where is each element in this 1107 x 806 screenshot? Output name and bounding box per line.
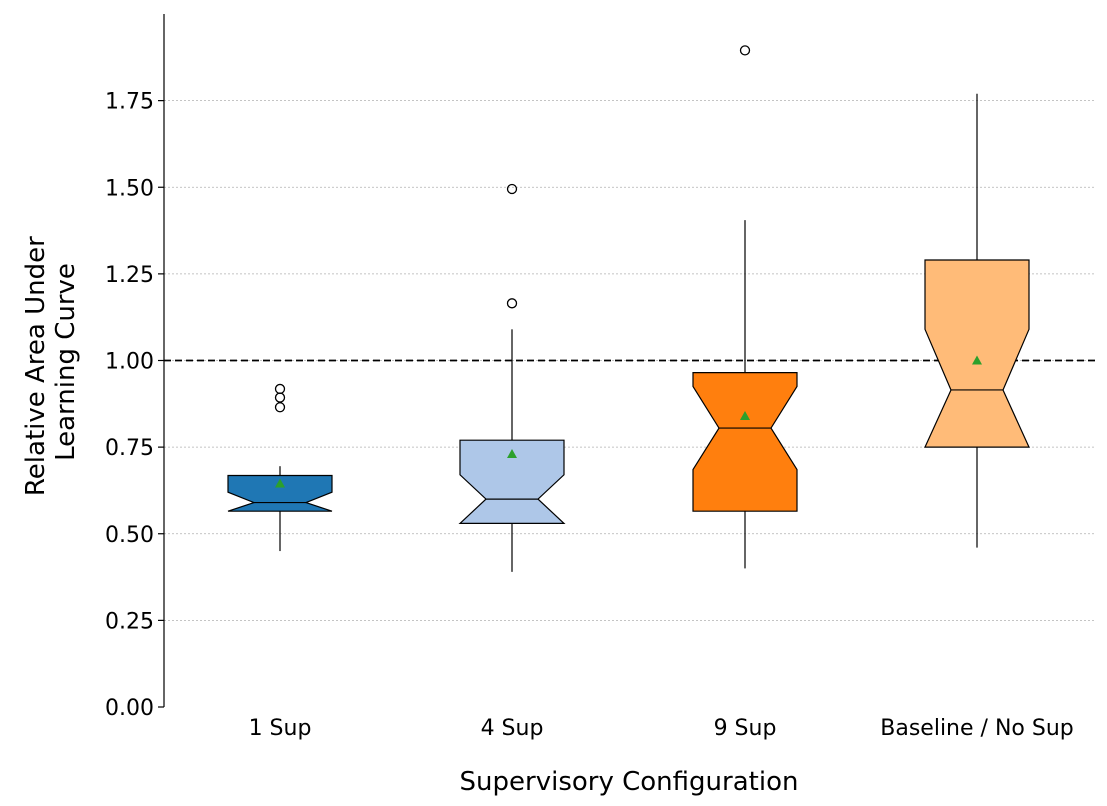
mean-marker	[740, 410, 750, 420]
y-tick-label: 1.00	[105, 350, 154, 375]
box-body	[692, 372, 798, 512]
box-2	[692, 45, 798, 569]
box-3	[924, 93, 1030, 548]
y-tick-label: 0.00	[105, 696, 154, 721]
y-axis-label-line-2: Learning Curve	[51, 263, 81, 461]
mean-marker	[507, 449, 517, 459]
box-body	[924, 259, 1030, 448]
y-tick-label: 0.25	[105, 609, 154, 634]
outlier-point	[274, 402, 286, 413]
y-tick-label: 1.25	[105, 263, 154, 288]
outlier-point	[506, 298, 518, 309]
mean-marker	[972, 355, 982, 365]
y-tick-label: 0.75	[105, 436, 154, 461]
x-tick-label: Baseline / No Sup	[880, 716, 1073, 741]
x-tick-label: 4 Sup	[481, 716, 544, 741]
outlier-point	[274, 392, 286, 403]
y-axis-label-line-1: Relative Area Under	[21, 236, 51, 496]
y-tick-label: 0.50	[105, 523, 154, 548]
outlier-point	[739, 45, 751, 56]
y-tick-label: 1.75	[105, 90, 154, 115]
outlier-point	[274, 383, 286, 395]
y-tick-label: 1.50	[105, 176, 154, 201]
y-axis-label: Relative Area Under Learning Curve	[21, 228, 81, 496]
box-1	[458, 183, 566, 572]
boxes-group	[227, 45, 1030, 572]
mean-marker	[275, 478, 285, 488]
x-tick-label: 9 Sup	[714, 716, 777, 741]
axes-group: 0.00 0.25 0.50 0.75 1.00 1.25 1.50 1.75 1 Sup 4 S…	[105, 14, 1074, 741]
x-tick-label: 1 Sup	[249, 716, 312, 741]
outlier-point	[506, 183, 518, 195]
box-body	[458, 439, 566, 525]
box-0	[227, 383, 333, 552]
x-axis-label: Supervisory Configuration	[460, 767, 799, 797]
